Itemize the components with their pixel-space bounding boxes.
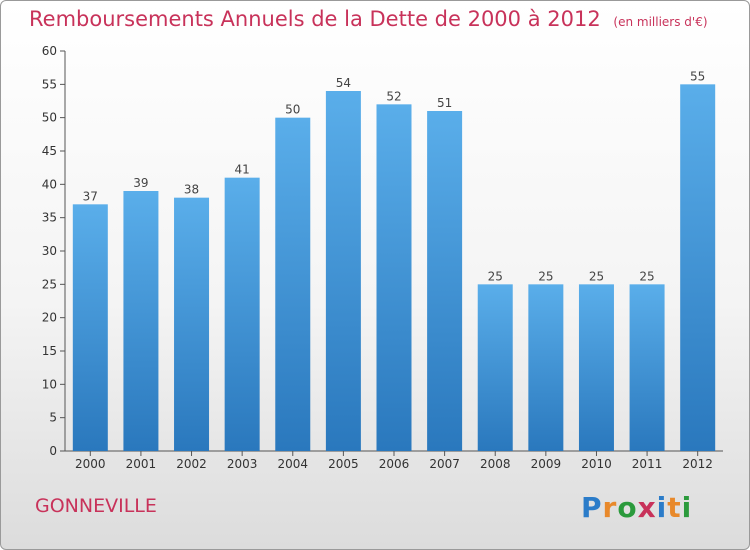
x-tick-label: 2006: [379, 457, 410, 471]
x-tick-label: 2008: [480, 457, 511, 471]
bar: [123, 191, 159, 451]
x-tick-label: 2000: [75, 457, 106, 471]
bar: [325, 91, 361, 451]
proxiti-logo[interactable]: Proxiti: [581, 491, 692, 524]
y-tick-label: 25: [42, 277, 57, 291]
bar: [376, 104, 412, 451]
chart-unit: (en milliers d'€): [613, 15, 708, 29]
bar-value-label: 37: [83, 189, 98, 203]
logo-letter: i: [681, 491, 693, 524]
bar: [224, 177, 260, 451]
bar-value-label: 25: [538, 269, 553, 283]
y-tick-label: 40: [42, 177, 57, 191]
x-tick-label: 2012: [682, 457, 713, 471]
bar: [629, 284, 665, 451]
bar: [528, 284, 564, 451]
y-tick-label: 5: [49, 411, 57, 425]
bar-value-label: 50: [285, 103, 300, 117]
x-tick-label: 2002: [176, 457, 207, 471]
logo-letter: r: [602, 491, 618, 524]
bar-value-label: 51: [437, 96, 452, 110]
chart-title-text: Remboursements Annuels de la Dette de 20…: [29, 7, 601, 31]
x-tick-label: 2007: [429, 457, 460, 471]
bar: [680, 84, 716, 451]
bar: [477, 284, 513, 451]
bar: [275, 117, 311, 452]
y-tick-label: 60: [42, 44, 57, 58]
bar-value-label: 38: [184, 183, 199, 197]
y-tick-label: 0: [49, 444, 57, 458]
bar-value-label: 52: [386, 89, 401, 103]
logo-letter: P: [581, 491, 603, 524]
logo-letter: t: [667, 491, 682, 524]
bar: [72, 204, 108, 451]
bar-value-label: 55: [690, 69, 705, 83]
bar: [427, 111, 463, 451]
bar: [174, 197, 210, 451]
bar-value-label: 41: [235, 163, 250, 177]
bar: [578, 284, 614, 451]
logo-letter: x: [637, 491, 657, 524]
y-tick-label: 50: [42, 111, 57, 125]
y-tick-label: 30: [42, 244, 57, 258]
logo-letter: i: [656, 491, 668, 524]
x-tick-label: 2004: [277, 457, 308, 471]
y-tick-label: 45: [42, 144, 57, 158]
bar-value-label: 25: [589, 269, 604, 283]
x-tick-label: 2001: [126, 457, 157, 471]
bar-value-label: 25: [488, 269, 503, 283]
x-tick-label: 2010: [581, 457, 612, 471]
y-tick-label: 35: [42, 211, 57, 225]
city-name: GONNEVILLE: [35, 495, 157, 517]
y-tick-label: 15: [42, 344, 57, 358]
chart-title: Remboursements Annuels de la Dette de 20…: [29, 7, 708, 31]
x-tick-label: 2009: [531, 457, 562, 471]
y-tick-label: 55: [42, 77, 57, 91]
x-tick-label: 2005: [328, 457, 359, 471]
y-tick-label: 20: [42, 311, 57, 325]
x-tick-label: 2011: [632, 457, 663, 471]
bar-value-label: 25: [639, 269, 654, 283]
x-tick-label: 2003: [227, 457, 258, 471]
logo-letter: o: [617, 491, 638, 524]
y-tick-label: 10: [42, 377, 57, 391]
bar-value-label: 54: [336, 76, 351, 90]
bar-value-label: 39: [133, 176, 148, 190]
